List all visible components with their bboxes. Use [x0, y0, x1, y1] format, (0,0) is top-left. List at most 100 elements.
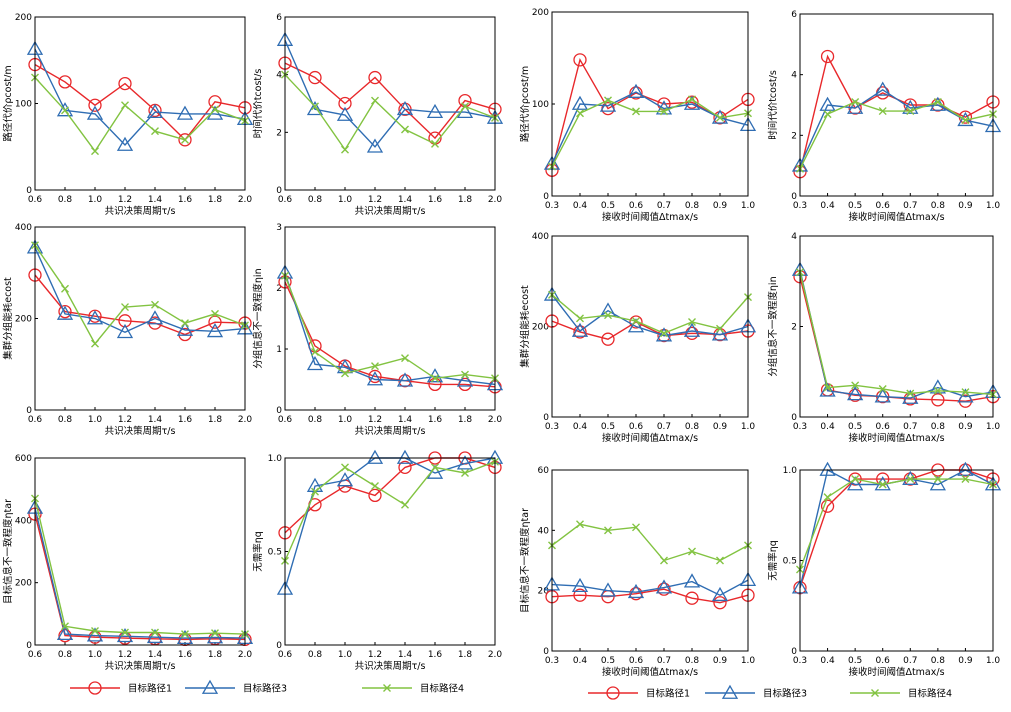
data-point-x-3 — [121, 303, 129, 312]
data-point-circle-3 — [118, 76, 132, 91]
data-point-triangle-3 — [116, 323, 134, 339]
data-point-x-4 — [660, 556, 668, 565]
data-point-circle-1 — [573, 53, 587, 67]
x-tick-label: 1.6 — [178, 415, 193, 425]
data-point-triangle-6 — [711, 326, 729, 341]
series-line — [284, 461, 496, 562]
data-point-x-3 — [371, 362, 379, 371]
data-point-triangle-3 — [116, 136, 134, 151]
data-point-triangle-1 — [571, 577, 589, 593]
data-point-x-5 — [933, 475, 942, 484]
data-point-triangle-6 — [456, 372, 474, 387]
x-tick-label: 0.3 — [545, 201, 559, 211]
x-tick-label: 1.0 — [338, 195, 353, 205]
data-point-triangle-2 — [599, 97, 617, 112]
y-tick-label: 4 — [276, 71, 282, 81]
x-axis-label: 接收时间阈值Δtmax/s — [602, 666, 698, 678]
data-point-triangle-1 — [306, 100, 324, 116]
y-axis-label: 时间代价tcost/s — [252, 69, 264, 139]
data-point-triangle-5 — [176, 321, 194, 336]
x-tick-label: 1.4 — [148, 415, 163, 425]
data-point-x-6 — [461, 102, 469, 111]
data-point-triangle-2 — [336, 106, 354, 121]
y-tick-label: 4 — [791, 232, 797, 242]
data-point-circle-4 — [398, 460, 412, 475]
y-axis-label: 目标信息不一致程度ηtar — [519, 508, 531, 613]
x-tick-label: 1.0 — [88, 415, 103, 425]
data-point-x-2 — [341, 369, 349, 378]
series-3 — [796, 475, 997, 574]
y-axis-label: 集群分组能耗ecost — [519, 285, 531, 368]
x-tick-label: 0.6 — [278, 415, 293, 425]
x-axis-label: 共识决策周期τ/s — [355, 425, 426, 437]
y-tick-label: 0 — [276, 186, 282, 196]
data-point-x-5 — [933, 386, 942, 395]
data-point-triangle-1 — [56, 102, 74, 117]
x-axis-label: 共识决策周期τ/s — [105, 660, 176, 672]
plot-frame — [34, 16, 246, 191]
data-point-circle-3 — [629, 587, 643, 601]
x-tick-label: 1.6 — [428, 195, 443, 205]
data-point-circle-2 — [338, 96, 352, 111]
data-point-x-1 — [311, 102, 319, 111]
data-point-triangle-1 — [819, 461, 836, 476]
x-tick-label: 0.4 — [573, 656, 588, 666]
data-point-x-2 — [91, 339, 99, 348]
y-tick-label: 2 — [276, 128, 282, 138]
series-1 — [28, 57, 252, 147]
data-point-x-4 — [151, 127, 159, 136]
data-point-x-1 — [61, 622, 69, 631]
data-point-triangle-3 — [627, 318, 645, 333]
data-point-triangle-1 — [56, 305, 74, 320]
data-point-x-4 — [151, 300, 159, 309]
data-point-circle-3 — [368, 488, 382, 503]
y-tick-label: 0 — [543, 192, 549, 202]
x-tick-label: 2.0 — [238, 415, 253, 425]
x-tick-label: 2.0 — [488, 195, 503, 205]
series-line — [551, 523, 749, 562]
data-point-x-4 — [401, 500, 409, 509]
data-point-triangle-4 — [655, 100, 673, 115]
data-point-x-6 — [716, 324, 724, 333]
data-point-circle-5 — [931, 393, 945, 407]
y-tick-label: 1 — [276, 345, 282, 355]
data-point-triangle-2 — [336, 472, 354, 487]
legend-item-2: 目标路径3 — [185, 679, 287, 695]
data-point-triangle-6 — [957, 388, 974, 403]
plot-frame — [799, 235, 994, 418]
data-point-x-1 — [61, 284, 69, 293]
data-point-triangle-2 — [86, 310, 104, 325]
data-point-triangle-4 — [146, 628, 164, 644]
series-3 — [548, 520, 752, 565]
x-tick-label: 0.6 — [278, 195, 293, 205]
y-tick-label: 0 — [276, 406, 282, 416]
data-point-x-1 — [823, 493, 832, 502]
data-point-x-4 — [660, 329, 668, 338]
x-tick-label: 1.2 — [118, 415, 132, 425]
data-point-x-6 — [461, 468, 469, 477]
data-point-triangle-5 — [426, 103, 444, 119]
x-tick-label: 0.4 — [820, 201, 835, 211]
x-tick-label: 0.3 — [793, 656, 807, 666]
series-3 — [31, 241, 249, 348]
data-point-circle-1 — [58, 629, 72, 643]
data-point-circle-3 — [118, 314, 132, 328]
x-tick-label: 0.9 — [958, 201, 973, 211]
data-point-x-1 — [576, 314, 584, 323]
data-point-triangle-4 — [655, 579, 673, 594]
plot-frame — [799, 469, 994, 652]
x-axis-label: 接收时间阈值Δtmax/s — [848, 666, 944, 678]
data-point-triangle-4 — [902, 99, 919, 114]
data-point-x-6 — [461, 370, 469, 379]
series-3 — [796, 97, 997, 173]
y-tick-label: 0 — [543, 647, 549, 657]
x-tick-label: 0.6 — [876, 201, 891, 211]
data-point-x-3 — [121, 628, 129, 637]
series-line — [34, 507, 246, 639]
y-tick-label: 2 — [276, 284, 282, 294]
y-tick-label: 0 — [276, 641, 282, 651]
x-tick-label: 1.8 — [208, 195, 223, 205]
data-point-triangle-4 — [396, 100, 414, 116]
data-point-triangle-3 — [366, 138, 384, 153]
x-tick-label: 0.9 — [713, 201, 728, 211]
